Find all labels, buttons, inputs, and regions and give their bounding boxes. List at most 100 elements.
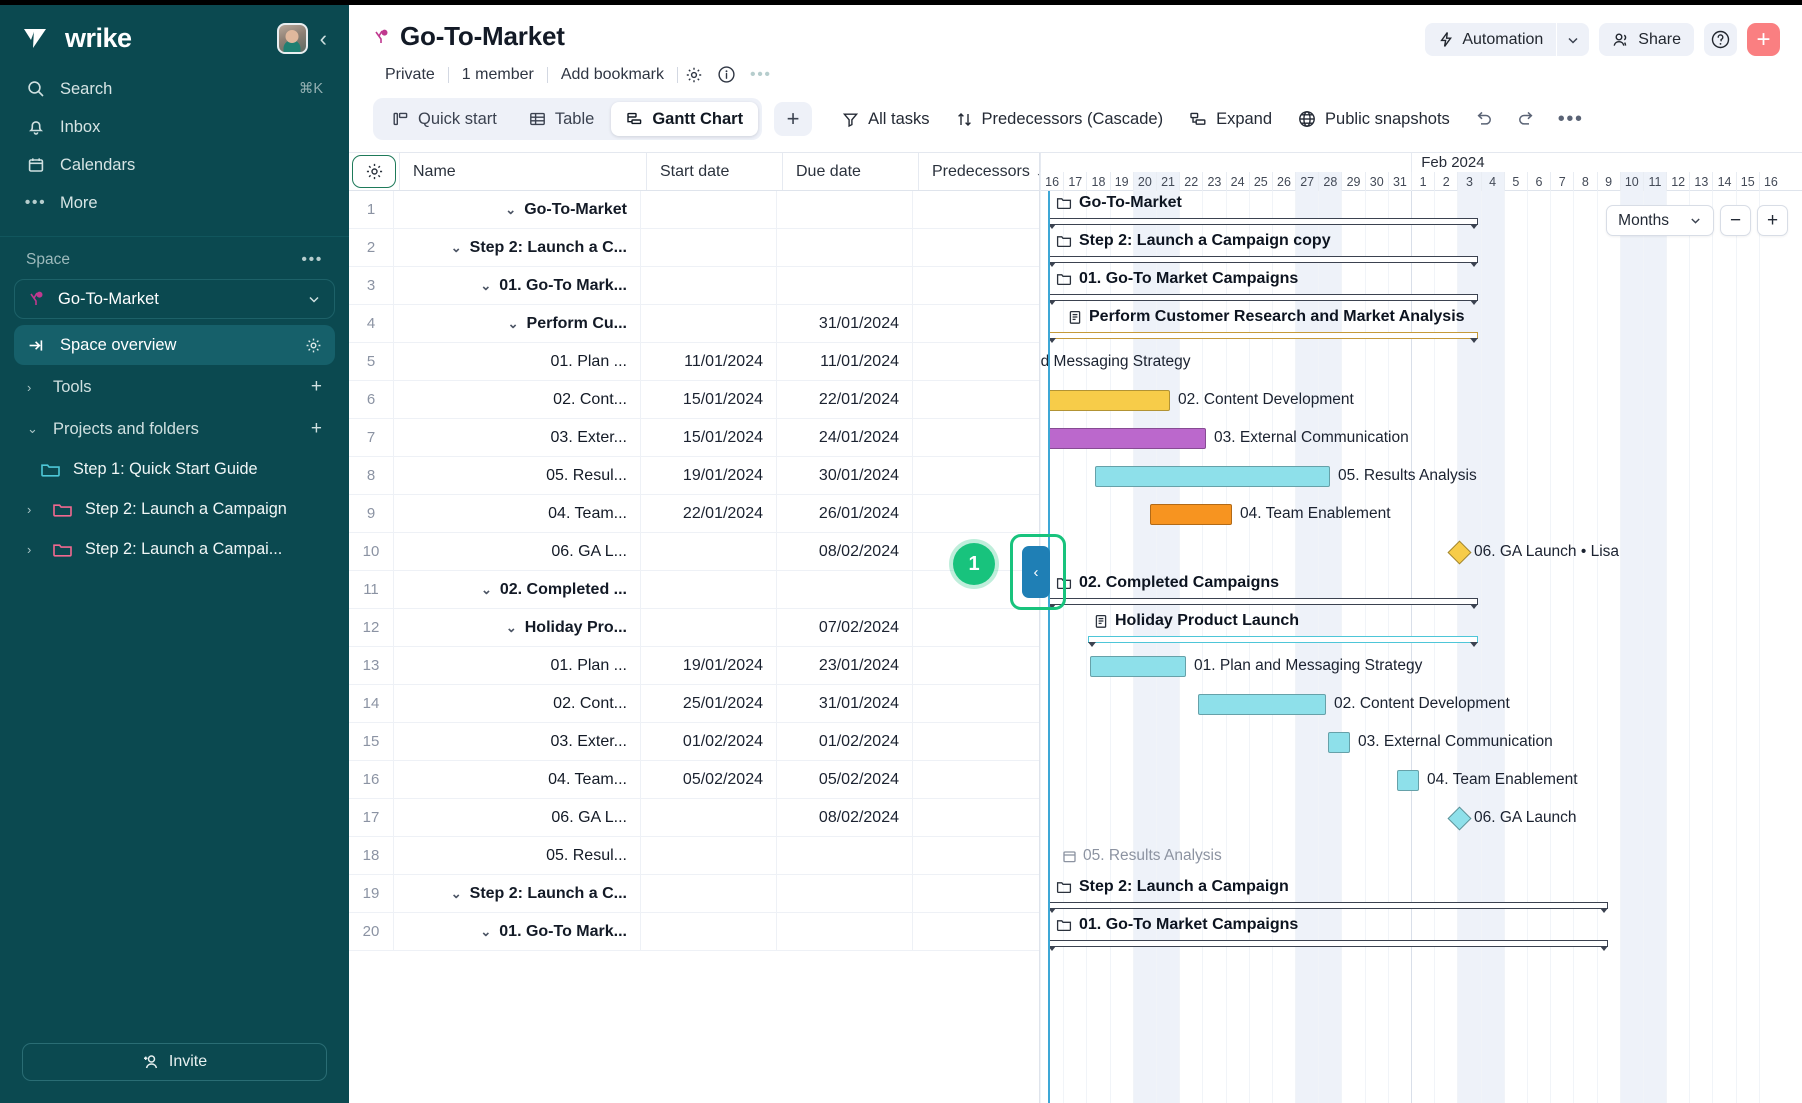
- cell-start-date[interactable]: 05/02/2024: [640, 761, 776, 798]
- chevron-right-icon[interactable]: ›: [27, 379, 32, 395]
- cell-start-date[interactable]: [640, 191, 776, 228]
- cell-predecessors[interactable]: [912, 837, 1039, 874]
- cell-due-date[interactable]: 07/02/2024: [776, 609, 912, 646]
- cell-predecessors[interactable]: [912, 229, 1039, 266]
- automation-button[interactable]: Automation: [1425, 23, 1557, 56]
- add-bookmark-button[interactable]: Add bookmark: [560, 65, 664, 83]
- cell-start-date[interactable]: [640, 267, 776, 304]
- column-header-predecessors[interactable]: Predecessors ↓: [918, 153, 1057, 190]
- cell-predecessors[interactable]: [912, 685, 1039, 722]
- gantt-summary-bar[interactable]: [1088, 636, 1478, 647]
- cell-predecessors[interactable]: [912, 875, 1039, 912]
- wrike-logo[interactable]: wrike: [22, 23, 132, 54]
- column-header-due-date[interactable]: Due date: [782, 153, 918, 190]
- chevron-down-icon[interactable]: ⌄: [450, 885, 462, 901]
- sidebar-item-inbox[interactable]: Inbox: [14, 108, 335, 146]
- gantt-zoom-in-button[interactable]: +: [1757, 205, 1788, 236]
- table-row[interactable]: 20 ⌄ 01. Go-To Mark...: [349, 913, 1039, 951]
- cell-start-date[interactable]: [640, 533, 776, 570]
- cell-due-date[interactable]: 22/01/2024: [776, 381, 912, 418]
- sidebar-item-search[interactable]: Search ⌘K: [14, 70, 335, 108]
- cell-name[interactable]: 01. Plan ...: [393, 343, 640, 380]
- cell-predecessors[interactable]: [912, 761, 1039, 798]
- gantt-summary-bar[interactable]: [1048, 598, 1478, 609]
- panel-collapse-handle[interactable]: ‹: [1022, 546, 1050, 598]
- gantt-milestone-marker[interactable]: [1447, 540, 1472, 565]
- table-row[interactable]: 2 ⌄ Step 2: Launch a C...: [349, 229, 1039, 267]
- cell-predecessors[interactable]: [912, 267, 1039, 304]
- avatar[interactable]: [276, 23, 308, 54]
- table-row[interactable]: 1 ⌄ Go-To-Market: [349, 191, 1039, 229]
- chevron-down-icon[interactable]: ⌄: [27, 421, 38, 436]
- cell-due-date[interactable]: [776, 191, 912, 228]
- cell-name[interactable]: 04. Team...: [393, 495, 640, 532]
- gantt-summary-bar[interactable]: [1048, 940, 1608, 951]
- table-row[interactable]: 7 03. Exter... 15/01/2024 24/01/2024: [349, 419, 1039, 457]
- cell-start-date[interactable]: [640, 837, 776, 874]
- cell-name[interactable]: 03. Exter...: [393, 419, 640, 456]
- cell-name[interactable]: 05. Resul...: [393, 457, 640, 494]
- tab-quick-start[interactable]: Quick start: [377, 102, 512, 136]
- cell-due-date[interactable]: [776, 875, 912, 912]
- create-button[interactable]: +: [1747, 23, 1780, 56]
- cell-start-date[interactable]: [640, 229, 776, 266]
- invite-button[interactable]: Invite: [22, 1043, 327, 1081]
- sidebar-item-tools[interactable]: › Tools +: [14, 367, 335, 407]
- gantt-summary-bar[interactable]: [1048, 332, 1478, 343]
- cell-name[interactable]: ⌄ Holiday Pro...: [393, 609, 640, 646]
- gantt-summary-label[interactable]: Perform Customer Research and Market Ana…: [1068, 308, 1465, 326]
- cell-due-date[interactable]: [776, 913, 912, 950]
- cell-name[interactable]: 05. Resul...: [393, 837, 640, 874]
- gantt-summary-bar[interactable]: [1048, 218, 1478, 229]
- cell-name[interactable]: ⌄ Go-To-Market: [393, 191, 640, 228]
- sidebar-item-projects-and-folders[interactable]: ⌄ Projects and folders +: [14, 409, 335, 449]
- gear-icon[interactable]: [678, 66, 710, 84]
- cell-name[interactable]: ⌄ 02. Completed ...: [393, 571, 640, 608]
- cell-start-date[interactable]: 19/01/2024: [640, 647, 776, 684]
- gear-icon[interactable]: [305, 337, 322, 354]
- table-row[interactable]: 13 01. Plan ... 19/01/2024 23/01/2024: [349, 647, 1039, 685]
- cell-due-date[interactable]: [776, 837, 912, 874]
- cell-predecessors[interactable]: [912, 495, 1039, 532]
- table-row[interactable]: 3 ⌄ 01. Go-To Mark...: [349, 267, 1039, 305]
- chevron-down-icon[interactable]: ⌄: [507, 315, 519, 331]
- privacy-label[interactable]: Private: [385, 65, 435, 83]
- chevron-down-icon[interactable]: ⌄: [480, 277, 492, 293]
- cell-name[interactable]: ⌄ 01. Go-To Mark...: [393, 913, 640, 950]
- cell-predecessors[interactable]: [912, 381, 1039, 418]
- table-row[interactable]: 16 04. Team... 05/02/2024 05/02/2024: [349, 761, 1039, 799]
- cell-due-date[interactable]: [776, 229, 912, 266]
- table-row[interactable]: 19 ⌄ Step 2: Launch a C...: [349, 875, 1039, 913]
- chevron-down-icon[interactable]: ⌄: [505, 619, 517, 635]
- cell-due-date[interactable]: 24/01/2024: [776, 419, 912, 456]
- cell-predecessors[interactable]: [912, 343, 1039, 380]
- cell-start-date[interactable]: 01/02/2024: [640, 723, 776, 760]
- cell-due-date[interactable]: 26/01/2024: [776, 495, 912, 532]
- all-tasks-filter-button[interactable]: All tasks: [834, 102, 937, 136]
- gantt-summary-label[interactable]: Step 2: Launch a Campaign: [1056, 878, 1289, 896]
- redo-button[interactable]: [1510, 102, 1542, 136]
- gantt-task-bar[interactable]: [1328, 732, 1350, 753]
- cell-start-date[interactable]: 11/01/2024: [640, 343, 776, 380]
- cell-name[interactable]: ⌄ Step 2: Launch a C...: [393, 875, 640, 912]
- gantt-task-bar[interactable]: [1048, 390, 1170, 411]
- cell-predecessors[interactable]: [912, 913, 1039, 950]
- ellipsis-icon[interactable]: •••: [750, 65, 772, 83]
- sidebar-item-calendars[interactable]: Calendars: [14, 146, 335, 184]
- gantt-summary-label[interactable]: 01. Go-To Market Campaigns: [1056, 916, 1298, 934]
- sidebar-folder-step-1[interactable]: Step 1: Quick Start Guide: [14, 449, 335, 489]
- cell-start-date[interactable]: 22/01/2024: [640, 495, 776, 532]
- expand-button[interactable]: Expand: [1181, 102, 1280, 136]
- sidebar-item-space-overview[interactable]: Space overview: [14, 325, 335, 365]
- sidebar-item-more[interactable]: ••• More: [14, 184, 335, 222]
- chevron-down-icon[interactable]: [307, 292, 321, 306]
- cell-start-date[interactable]: [640, 609, 776, 646]
- cell-due-date[interactable]: 01/02/2024: [776, 723, 912, 760]
- table-row[interactable]: 5 01. Plan ... 11/01/2024 11/01/2024: [349, 343, 1039, 381]
- cell-start-date[interactable]: 19/01/2024: [640, 457, 776, 494]
- cell-name[interactable]: 06. GA L...: [393, 533, 640, 570]
- cell-name[interactable]: 01. Plan ...: [393, 647, 640, 684]
- cell-predecessors[interactable]: [912, 419, 1039, 456]
- info-icon[interactable]: [710, 65, 743, 84]
- table-row[interactable]: 8 05. Resul... 19/01/2024 30/01/2024: [349, 457, 1039, 495]
